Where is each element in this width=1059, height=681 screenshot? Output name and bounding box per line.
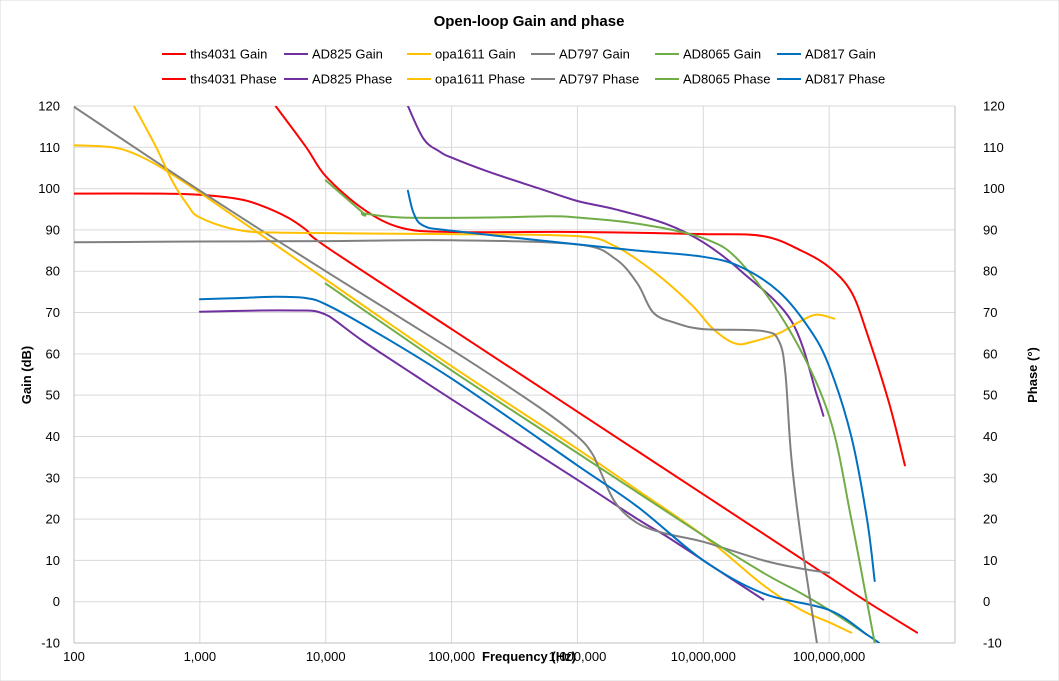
y-tick-label: 30 <box>46 470 60 485</box>
legend-label-ad8065-phase: AD8065 Phase <box>683 72 770 87</box>
series-line-ths4031-phase <box>274 106 906 467</box>
y2-tick-label: 40 <box>983 429 997 444</box>
x-tick-label: 100,000 <box>428 649 475 664</box>
x-tick-label: 100,000,000 <box>793 649 865 664</box>
y2-tick-label: 10 <box>983 553 997 568</box>
y-tick-label: 100 <box>38 181 60 196</box>
y2-tick-label: 30 <box>983 470 997 485</box>
axes: -10 -10 0 0 10 10 20 20 30 30 40 40 50 50 60 60 70 70 80 80… <box>38 99 1004 665</box>
x-tick-label: 1,000 <box>184 649 217 664</box>
series-line-ths4031-gain <box>74 192 919 634</box>
legend-label-ad817-gain: AD817 Gain <box>805 47 876 62</box>
y2-tick-label: 0 <box>983 594 990 609</box>
x-tick-label: 10,000 <box>306 649 346 664</box>
legend-label-opa1611-phase: opa1611 Phase <box>435 72 525 87</box>
legend-label-ad797-phase: AD797 Phase <box>559 72 639 87</box>
y2-tick-label: 90 <box>983 222 997 237</box>
series-line-ad825-gain <box>198 309 765 601</box>
legend-label-ths4031-phase: ths4031 Phase <box>190 72 277 87</box>
y-tick-label: 70 <box>46 305 60 320</box>
y2-axis-title: Phase (°) <box>1025 347 1040 403</box>
series-line-ad817-phase <box>406 189 876 582</box>
y-tick-label: 0 <box>53 594 60 609</box>
y-tick-label: 20 <box>46 512 60 527</box>
legend-label-ad817-phase: AD817 Phase <box>805 72 885 87</box>
legend-label-ad8065-gain: AD8065 Gain <box>683 47 761 62</box>
y2-tick-label: 70 <box>983 305 997 320</box>
y-tick-label: 110 <box>39 140 60 155</box>
legend-label-ad825-phase: AD825 Phase <box>312 72 392 87</box>
y2-tick-label: -10 <box>983 636 1002 651</box>
legend: ths4031 Gain AD825 Gain opa1611 Gain AD797 … <box>162 47 885 87</box>
y2-tick-label: 110 <box>983 140 1004 155</box>
series-line-opa1611-gain <box>74 144 853 634</box>
y2-tick-label: 20 <box>983 512 997 527</box>
y-tick-label: 60 <box>46 346 60 361</box>
series-line-ad8065-gain <box>324 282 868 636</box>
y-tick-label: -10 <box>41 636 60 651</box>
x-tick-label: 100 <box>63 649 85 664</box>
legend-label-ad797-gain: AD797 Gain <box>559 47 630 62</box>
x-tick-label: 10,000,000 <box>671 649 736 664</box>
y-tick-label: 80 <box>46 264 60 279</box>
y-tick-label: 120 <box>38 99 60 114</box>
legend-label-opa1611-gain: opa1611 Gain <box>435 47 516 62</box>
y-tick-label: 10 <box>46 553 60 568</box>
y2-tick-label: 100 <box>983 181 1005 196</box>
y2-tick-label: 50 <box>983 388 997 403</box>
series-layer <box>74 106 919 643</box>
series-line-ad8065-phase <box>324 179 876 643</box>
y-tick-label: 50 <box>46 388 60 403</box>
y2-tick-label: 60 <box>983 346 997 361</box>
legend-label-ad825-gain: AD825 Gain <box>312 47 383 62</box>
y2-tick-label: 120 <box>983 99 1005 114</box>
series-line-ad825-phase <box>406 106 825 417</box>
x-axis-title: Frequency (Hz) <box>482 649 576 664</box>
y-tick-label: 40 <box>46 429 60 444</box>
chart-title: Open-loop Gain and phase <box>434 13 625 30</box>
y-axis-title: Gain (dB) <box>19 346 34 405</box>
x-tick-label: 1,000,000 <box>549 649 607 664</box>
y2-tick-label: 80 <box>983 264 997 279</box>
series-line-ad797-phase <box>74 239 818 643</box>
y-tick-label: 90 <box>46 222 60 237</box>
series-line-opa1611-phase <box>133 106 836 346</box>
legend-label-ths4031-gain: ths4031 Gain <box>190 47 267 62</box>
